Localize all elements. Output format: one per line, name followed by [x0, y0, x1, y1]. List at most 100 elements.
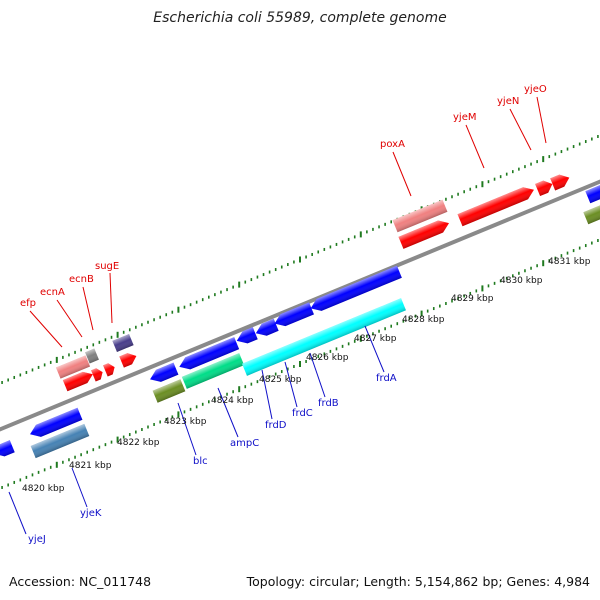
gene-frd-operon[interactable]: [242, 298, 406, 376]
gene-label-ampc[interactable]: ampC: [230, 438, 259, 449]
kbp-label: 4822 kbp: [117, 438, 160, 448]
kbp-label: 4821 kbp: [69, 461, 112, 471]
gene-frdd-shade: [236, 327, 258, 344]
gene-suge[interactable]: [112, 334, 134, 352]
gene-ampc-shade: [179, 337, 240, 370]
gene-label-yjej[interactable]: yjeJ: [28, 534, 46, 545]
gene-ampc-2[interactable]: [181, 353, 245, 389]
gene-blc-shade: [150, 362, 179, 382]
gene-ecna[interactable]: [62, 369, 95, 392]
kbp-label: 4827 kbp: [354, 334, 397, 344]
gene-label-ecna[interactable]: ecnA: [40, 287, 65, 298]
kbp-label: 4831 kbp: [548, 257, 591, 267]
gene-suge-3[interactable]: [119, 350, 138, 368]
connector-suge: [109, 272, 113, 324]
gene-label-ecnb[interactable]: ecnB: [69, 274, 94, 285]
gene-left-blue-shade: [0, 440, 15, 457]
gene-label-blc[interactable]: blc: [193, 456, 208, 467]
kbp-label: 4830 kbp: [500, 276, 543, 286]
gene-yjek[interactable]: [28, 407, 83, 441]
gene-frda-shade: [310, 265, 402, 311]
gene-label-yjen[interactable]: yjeN: [497, 96, 519, 107]
gene-poxa-2-shade: [398, 220, 450, 249]
kbp-label: 4828 kbp: [402, 315, 445, 325]
gene-left-blue[interactable]: [0, 440, 15, 460]
connector-frda: [364, 325, 385, 373]
gene-ecnb[interactable]: [85, 348, 99, 364]
connector-efp: [29, 310, 63, 348]
gene-frdd[interactable]: [234, 327, 258, 347]
gene-poxa-shade: [392, 199, 448, 233]
gene-label-efp[interactable]: efp: [20, 298, 36, 309]
genome-backbone: [0, 179, 600, 432]
gene-yjem-shade: [457, 187, 534, 227]
gene-right-blue[interactable]: [585, 182, 600, 204]
kbp-label: 4824 kbp: [211, 396, 254, 406]
gene-right-olive-shade: [583, 203, 600, 225]
gene-yjen[interactable]: [535, 178, 555, 197]
gene-features: [0, 172, 600, 460]
forward-gene-labels: efp ecnA ecnB sugE poxA yjeM yjeN yjeO: [20, 84, 547, 309]
gene-frdc-shade: [255, 318, 279, 336]
gene-frdb[interactable]: [272, 302, 314, 329]
gene-yjem[interactable]: [457, 184, 537, 227]
gene-suge-2-shade: [103, 363, 115, 377]
gene-yjen-shade: [535, 180, 553, 197]
gene-ecna-shade: [62, 371, 93, 392]
gene-ampc[interactable]: [177, 337, 240, 373]
gene-frdb-shade: [274, 302, 314, 327]
gene-yjeo[interactable]: [550, 172, 572, 191]
kbp-label: 4825 kbp: [259, 375, 302, 385]
gene-label-frdb[interactable]: frdB: [318, 398, 339, 409]
connector-yjek: [71, 467, 88, 508]
kbp-label: 4820 kbp: [22, 484, 65, 494]
gene-ampc-2-shade: [181, 353, 245, 389]
gene-label-frda[interactable]: frdA: [376, 373, 397, 384]
connector-frdd: [261, 369, 273, 420]
tick-marks: [1, 135, 599, 489]
gene-right-olive[interactable]: [583, 203, 600, 225]
gene-yjek-2-shade: [30, 423, 90, 459]
gene-suge-shade: [112, 334, 134, 352]
gene-label-frdc[interactable]: frdC: [292, 408, 313, 419]
gene-frd-operon-shade: [242, 298, 406, 376]
gene-poxa[interactable]: [392, 199, 448, 233]
genome-summary-text: Topology: circular; Length: 5,154,862 bp…: [246, 574, 590, 589]
connector-yjeo: [536, 96, 547, 144]
connector-ecna: [56, 299, 83, 338]
gene-label-suge[interactable]: sugE: [95, 261, 119, 272]
gene-blc[interactable]: [148, 362, 179, 386]
gene-ecnb-shade: [85, 348, 99, 364]
map-title: Escherichia coli 55989, complete genome: [153, 10, 446, 26]
gene-efp-shade: [55, 355, 91, 379]
kbp-label: 4829 kbp: [451, 294, 494, 304]
connector-frdb: [309, 352, 326, 398]
kbp-label: 4826 kbp: [306, 353, 349, 363]
gene-label-yjek[interactable]: yjeK: [80, 508, 102, 519]
gene-label-yjeo[interactable]: yjeO: [524, 84, 547, 95]
gene-label-frdd[interactable]: frdD: [265, 420, 287, 431]
connector-frdc: [284, 361, 298, 408]
connector-ecnb: [82, 286, 94, 331]
gene-blc-2[interactable]: [152, 379, 186, 403]
reverse-gene-labels: yjeJ yjeK blc ampC frdD frdC frdB frdA: [28, 373, 397, 545]
gene-yjek-2[interactable]: [30, 423, 90, 459]
connector-ampc: [217, 387, 239, 438]
connector-yjen: [509, 108, 532, 151]
gene-label-yjem[interactable]: yjeM: [453, 112, 476, 123]
gene-ecnb-2[interactable]: [91, 367, 105, 382]
accession-text: Accession: NC_011748: [9, 574, 151, 589]
gene-efp[interactable]: [55, 355, 91, 379]
gene-frda[interactable]: [308, 265, 402, 315]
connector-poxa: [392, 151, 412, 197]
gene-frdc[interactable]: [253, 318, 279, 339]
gene-label-poxa[interactable]: poxA: [380, 139, 405, 150]
gene-poxa-2[interactable]: [398, 217, 451, 249]
kbp-labels: 4820 kbp 4821 kbp 4822 kbp 4823 kbp 4824…: [22, 257, 591, 494]
gene-blc-2-shade: [152, 379, 186, 403]
gene-suge-2[interactable]: [103, 362, 117, 377]
gene-yjek-shade: [30, 407, 83, 437]
gene-ecnb-2-shade: [91, 368, 103, 382]
gene-suge-3-shade: [119, 353, 137, 368]
